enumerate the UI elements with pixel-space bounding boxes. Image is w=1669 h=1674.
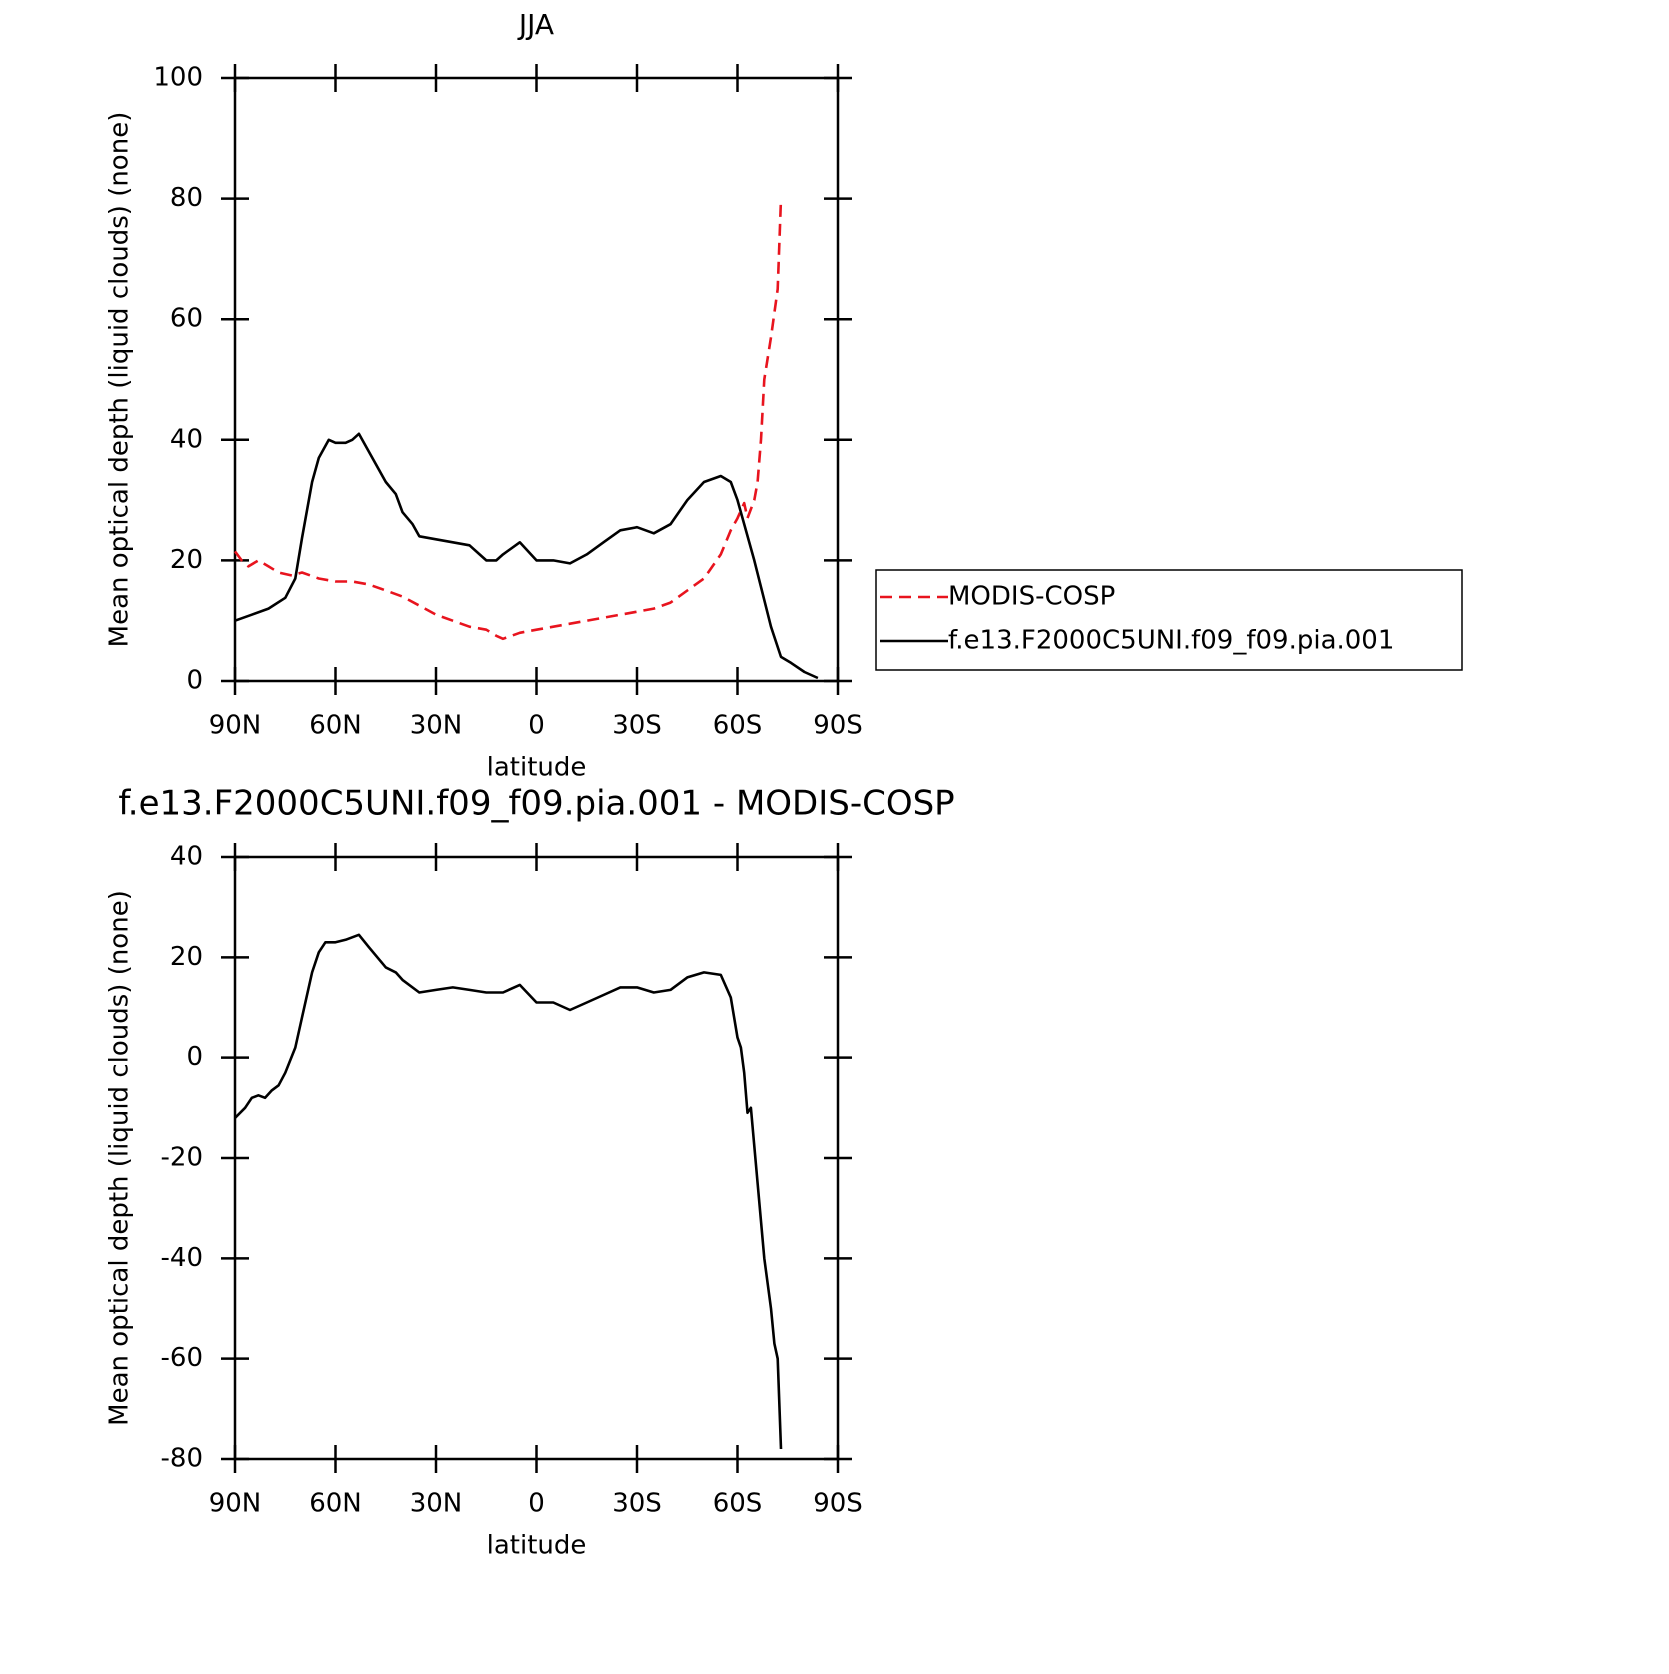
y-axis-label: Mean optical depth (liquid clouds) (none… xyxy=(105,112,135,648)
y-tick-label: 100 xyxy=(153,63,203,93)
x-tick-label: 30N xyxy=(410,1489,463,1519)
series-line xyxy=(234,933,783,1450)
x-tick-label: 60N xyxy=(309,1489,362,1519)
y-tick-label: 60 xyxy=(170,304,203,334)
y-tick-label: 20 xyxy=(170,942,203,972)
x-tick-label: 90S xyxy=(813,1489,863,1519)
x-tick-label: 0 xyxy=(528,1489,545,1519)
y-tick-label: 0 xyxy=(186,666,203,696)
x-tick-label: 60S xyxy=(713,1489,763,1519)
x-tick-label: 90N xyxy=(209,711,262,741)
x-tick-label: 90N xyxy=(209,1489,262,1519)
x-tick-label: 30N xyxy=(410,711,463,741)
y-tick-label: 40 xyxy=(170,842,203,872)
y-tick-label: 0 xyxy=(186,1042,203,1072)
series-line xyxy=(234,432,819,680)
x-tick-label: 30S xyxy=(612,711,662,741)
y-tick-label: 40 xyxy=(170,424,203,454)
legend-box xyxy=(875,569,1463,671)
chart-title: f.e13.F2000C5UNI.f09_f09.pia.001 - MODIS… xyxy=(118,784,954,824)
y-axis-label: Mean optical depth (liquid clouds) (none… xyxy=(105,890,135,1426)
y-tick-label: -80 xyxy=(161,1444,203,1474)
x-tick-label: 60S xyxy=(713,711,763,741)
x-tick-label: 0 xyxy=(528,711,545,741)
chart-title: JJA xyxy=(517,8,554,41)
y-tick-label: -60 xyxy=(161,1343,203,1373)
y-tick-label: -20 xyxy=(161,1143,203,1173)
series-line xyxy=(233,198,783,641)
x-axis-label: latitude xyxy=(487,753,587,783)
x-tick-label: 90S xyxy=(813,711,863,741)
legend-label: MODIS-COSP xyxy=(948,582,1115,612)
y-tick-label: 80 xyxy=(170,183,203,213)
y-tick-label: 20 xyxy=(170,545,203,575)
legend-label: f.e13.F2000C5UNI.f09_f09.pia.001 xyxy=(948,626,1394,656)
plot-frame xyxy=(233,76,840,683)
x-axis-label: latitude xyxy=(487,1531,587,1561)
plot-frame xyxy=(233,855,840,1461)
x-tick-label: 30S xyxy=(612,1489,662,1519)
y-tick-label: -40 xyxy=(161,1243,203,1273)
x-tick-label: 60N xyxy=(309,711,362,741)
